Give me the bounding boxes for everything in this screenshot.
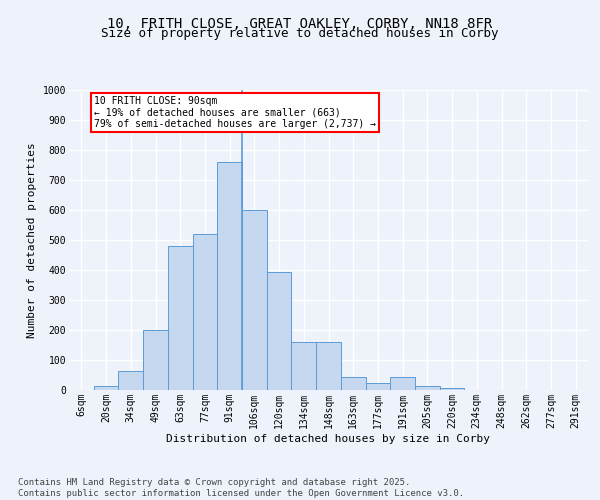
Bar [217,162,242,390]
Text: Size of property relative to detached houses in Corby: Size of property relative to detached ho… [101,28,499,40]
Bar [440,388,464,390]
Bar [267,272,292,390]
Bar [168,246,193,390]
Y-axis label: Number of detached properties: Number of detached properties [27,142,37,338]
Bar [242,210,267,390]
Bar [316,342,341,390]
Text: Contains HM Land Registry data © Crown copyright and database right 2025.
Contai: Contains HM Land Registry data © Crown c… [18,478,464,498]
Bar [118,370,143,390]
Bar [390,376,415,390]
Bar [94,386,118,390]
Text: 10 FRITH CLOSE: 90sqm
← 19% of detached houses are smaller (663)
79% of semi-det: 10 FRITH CLOSE: 90sqm ← 19% of detached … [94,96,376,129]
Text: 10, FRITH CLOSE, GREAT OAKLEY, CORBY, NN18 8FR: 10, FRITH CLOSE, GREAT OAKLEY, CORBY, NN… [107,18,493,32]
X-axis label: Distribution of detached houses by size in Corby: Distribution of detached houses by size … [167,434,491,444]
Bar [143,330,168,390]
Bar [193,234,217,390]
Bar [341,376,365,390]
Bar [292,342,316,390]
Bar [415,386,440,390]
Bar [365,382,390,390]
